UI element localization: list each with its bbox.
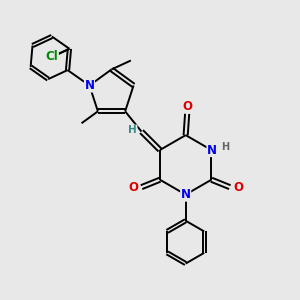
Text: N: N bbox=[207, 143, 217, 157]
Text: N: N bbox=[181, 188, 191, 201]
Text: N: N bbox=[85, 79, 94, 92]
Text: O: O bbox=[233, 181, 243, 194]
Text: Cl: Cl bbox=[46, 50, 58, 63]
Text: O: O bbox=[128, 181, 138, 194]
Text: H: H bbox=[128, 125, 137, 135]
Text: O: O bbox=[182, 100, 192, 113]
Text: H: H bbox=[221, 142, 229, 152]
